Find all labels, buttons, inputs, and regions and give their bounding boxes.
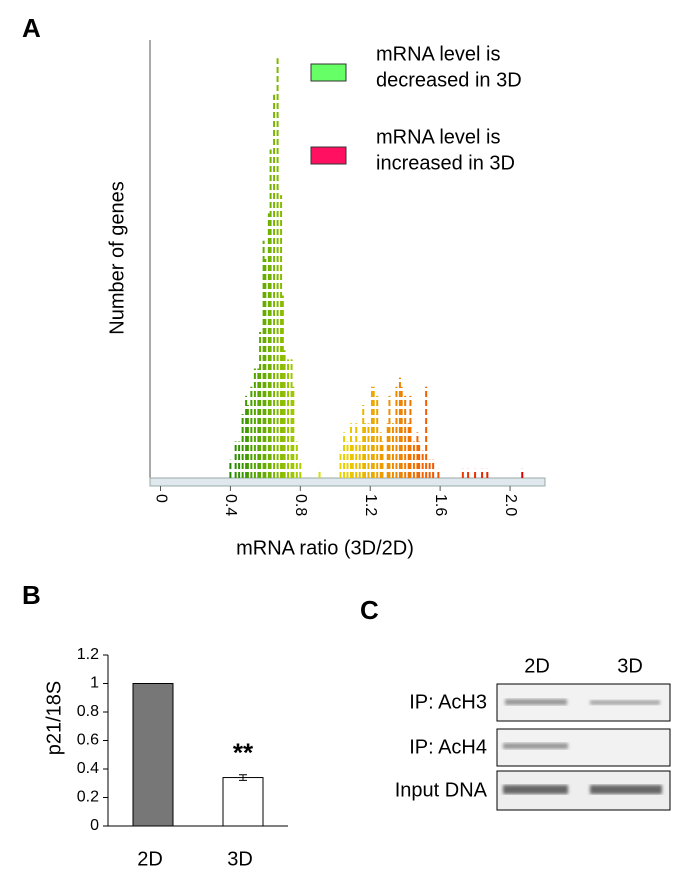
y-axis-label: Number of genes bbox=[106, 181, 128, 334]
x-tick-label: 2D bbox=[137, 848, 163, 870]
legend-swatch bbox=[310, 146, 347, 165]
legend-swatch bbox=[310, 63, 347, 82]
x-tick-label: 2.0 bbox=[502, 494, 519, 516]
x-axis-label: mRNA ratio (3D/2D) bbox=[236, 537, 414, 559]
band bbox=[505, 699, 567, 705]
y-tick-label: 0 bbox=[90, 817, 99, 834]
y-tick-label: 1.2 bbox=[77, 646, 99, 663]
band bbox=[503, 785, 568, 794]
band bbox=[503, 743, 568, 749]
x-tick-label: 0.4 bbox=[222, 494, 239, 516]
x-tick-label: 3D bbox=[227, 848, 253, 870]
band bbox=[590, 700, 660, 705]
annotation: ** bbox=[233, 738, 254, 768]
bar bbox=[132, 683, 174, 827]
lane-label: 3D bbox=[617, 655, 643, 677]
y-tick-label: 1 bbox=[90, 675, 99, 692]
bar bbox=[222, 777, 264, 827]
legend-label: increased in 3D bbox=[376, 152, 515, 174]
y-tick-label: 0.2 bbox=[77, 789, 99, 806]
lane-label: 2D bbox=[524, 655, 550, 677]
y-tick-label: 0.6 bbox=[77, 732, 99, 749]
row-label: IP: AcH4 bbox=[409, 736, 487, 758]
panel-letter: B bbox=[22, 580, 41, 610]
y-axis-label: p21/18S bbox=[43, 681, 65, 756]
x-tick-label: 0.8 bbox=[292, 494, 309, 516]
band bbox=[590, 785, 662, 794]
row-label: IP: AcH3 bbox=[409, 691, 487, 713]
y-tick-label: 0.4 bbox=[77, 760, 99, 777]
x-tick-label: 0 bbox=[152, 494, 169, 503]
legend-label: decreased in 3D bbox=[376, 69, 522, 91]
panel-letter: A bbox=[22, 13, 41, 43]
x-tick-label: 1.6 bbox=[432, 494, 449, 516]
error-bar bbox=[239, 774, 247, 781]
legend-label: mRNA level is bbox=[376, 126, 500, 148]
row-label: Input DNA bbox=[395, 779, 488, 801]
x-axis bbox=[149, 477, 546, 487]
y-tick-label: 0.8 bbox=[77, 703, 99, 720]
blot bbox=[496, 683, 671, 811]
panel-letter: C bbox=[360, 595, 379, 625]
x-tick-label: 1.2 bbox=[362, 494, 379, 516]
legend-label: mRNA level is bbox=[376, 43, 500, 65]
